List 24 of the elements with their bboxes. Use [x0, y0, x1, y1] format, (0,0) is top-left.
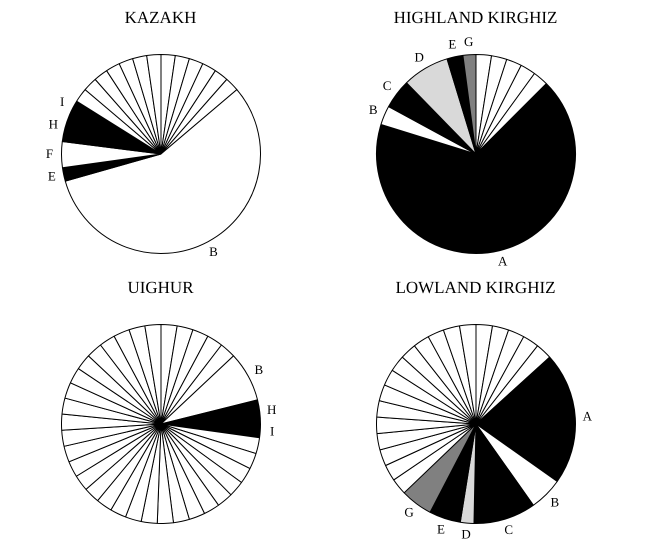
slice-label: G	[463, 34, 473, 50]
slice-label: I	[270, 423, 274, 438]
slice-label: C	[504, 522, 512, 538]
slice-label: F	[45, 146, 53, 162]
slice-label: H	[48, 116, 58, 132]
slice-label: E	[436, 521, 445, 536]
slice-label: E	[47, 168, 56, 184]
slice-label: B	[208, 244, 218, 259]
chart-title: LOWLAND KIRGHIZ	[394, 278, 557, 299]
slice-label: B	[368, 102, 378, 118]
slice-label: B	[550, 494, 559, 510]
chart-title: KAZAKH	[124, 8, 198, 29]
slice-label: E	[448, 36, 456, 52]
slice-label: A	[582, 408, 592, 424]
slice-label: D	[414, 49, 424, 64]
slice-label: H	[266, 402, 276, 418]
slice-label: B	[254, 362, 264, 378]
chart-title: HIGHLAND KIRGHIZ	[392, 8, 558, 29]
slice-label: D	[460, 526, 470, 542]
slice-label: C	[382, 78, 391, 94]
chart-title: UIGHUR	[126, 278, 195, 299]
slice-label: I	[59, 94, 64, 109]
slice-label: A	[498, 254, 508, 269]
slice-label: G	[404, 504, 414, 520]
